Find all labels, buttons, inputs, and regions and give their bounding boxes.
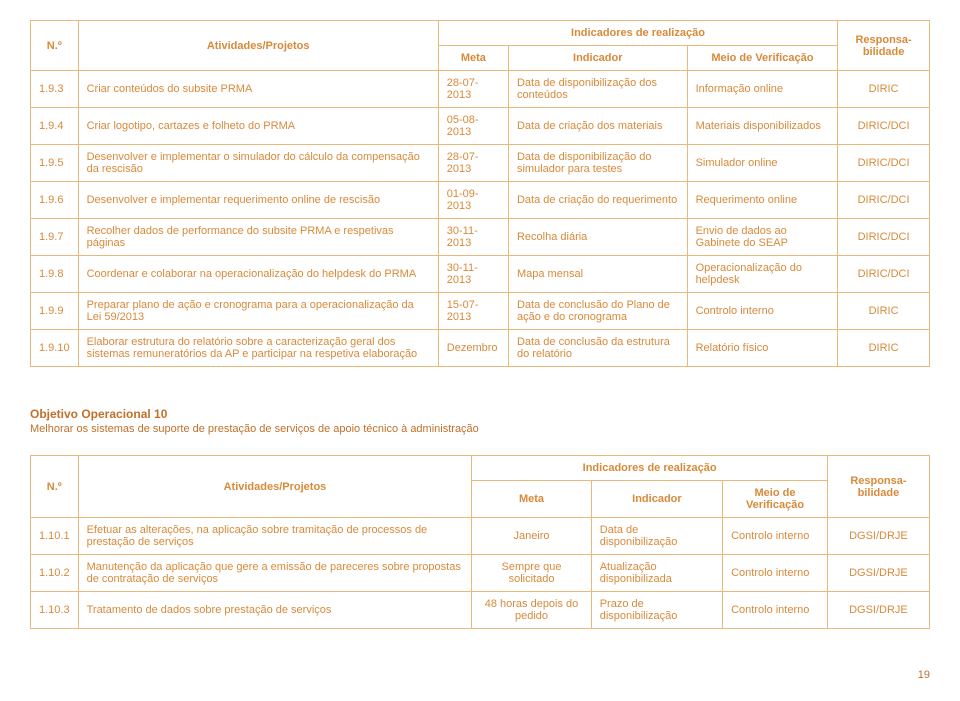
table-cell: Efetuar as alterações, na aplicação sobr… (78, 518, 472, 555)
table-cell: DIRIC/DCI (838, 182, 930, 219)
table-cell: 1.9.6 (31, 182, 79, 219)
table-row: 1.10.1Efetuar as alterações, na aplicaçã… (31, 518, 930, 555)
table-cell: Data de disponibilização dos conteúdos (508, 71, 687, 108)
col-responsa: Responsa-bilidade (838, 21, 930, 71)
table-cell: Relatório físico (687, 330, 838, 367)
col-responsa: Responsa-bilidade (827, 456, 929, 518)
table-cell: DGSI/DRJE (827, 518, 929, 555)
table-cell: Desenvolver e implementar o simulador do… (78, 145, 438, 182)
table-cell: Elaborar estrutura do relatório sobre a … (78, 330, 438, 367)
objective-desc: Melhorar os sistemas de suporte de prest… (30, 423, 930, 435)
table-cell: DIRIC/DCI (838, 145, 930, 182)
col-indicador: Indicador (591, 481, 722, 518)
table-cell: DIRIC (838, 71, 930, 108)
table-cell: Envio de dados ao Gabinete do SEAP (687, 219, 838, 256)
table-row: 1.9.4Criar logotipo, cartazes e folheto … (31, 108, 930, 145)
table-cell: Operacionalização do helpdesk (687, 256, 838, 293)
table-cell: Coordenar e colaborar na operacionalizaç… (78, 256, 438, 293)
table-cell: 1.9.5 (31, 145, 79, 182)
table-cell: Informação online (687, 71, 838, 108)
table-cell: Atualização disponibilizada (591, 555, 722, 592)
table-cell: Controlo interno (687, 293, 838, 330)
objective-title: Objetivo Operacional 10 (30, 407, 930, 421)
table-row: 1.10.3Tratamento de dados sobre prestaçã… (31, 592, 930, 629)
table-cell: 1.9.9 (31, 293, 79, 330)
table-cell: Recolha diária (508, 219, 687, 256)
table-row: 1.9.6Desenvolver e implementar requerime… (31, 182, 930, 219)
table-cell: DIRIC/DCI (838, 108, 930, 145)
table-cell: Sempre que solicitado (472, 555, 591, 592)
table-cell: Controlo interno (723, 518, 828, 555)
table-cell: 1.9.10 (31, 330, 79, 367)
table-cell: 1.9.3 (31, 71, 79, 108)
table-cell: 1.9.7 (31, 219, 79, 256)
table-row: 1.10.2Manutenção da aplicação que gere a… (31, 555, 930, 592)
table-cell: Materiais disponibilizados (687, 108, 838, 145)
table-cell: 1.9.8 (31, 256, 79, 293)
table-cell: Data de disponibilização (591, 518, 722, 555)
col-indicador: Indicador (508, 46, 687, 71)
table-cell: Controlo interno (723, 592, 828, 629)
col-atividades: Atividades/Projetos (78, 456, 472, 518)
table-cell: Desenvolver e implementar requerimento o… (78, 182, 438, 219)
table-cell: 1.9.4 (31, 108, 79, 145)
table-cell: Recolher dados de performance do subsite… (78, 219, 438, 256)
col-meta: Meta (472, 481, 591, 518)
table-row: 1.9.8Coordenar e colaborar na operaciona… (31, 256, 930, 293)
table-cell: DIRIC/DCI (838, 256, 930, 293)
table-row: 1.9.9Preparar plano de ação e cronograma… (31, 293, 930, 330)
table-cell: Dezembro (438, 330, 508, 367)
col-meio: Meio de Verificação (687, 46, 838, 71)
table-cell: DIRIC (838, 293, 930, 330)
table-cell: 05-08-2013 (438, 108, 508, 145)
table-row: 1.9.3Criar conteúdos do subsite PRMA28-0… (31, 71, 930, 108)
page-number: 19 (30, 669, 930, 681)
table-cell: Preparar plano de ação e cronograma para… (78, 293, 438, 330)
table-cell: DGSI/DRJE (827, 592, 929, 629)
table-cell: Controlo interno (723, 555, 828, 592)
table-cell: Prazo de disponibilização (591, 592, 722, 629)
table-cell: 30-11-2013 (438, 256, 508, 293)
table-cell: Tratamento de dados sobre prestação de s… (78, 592, 472, 629)
table-cell: 30-11-2013 (438, 219, 508, 256)
table-cell: Data de criação do requerimento (508, 182, 687, 219)
objective-block: Objetivo Operacional 10 Melhorar os sist… (30, 407, 930, 435)
table-cell: Manutenção da aplicação que gere a emiss… (78, 555, 472, 592)
col-no: N.º (31, 456, 79, 518)
table-cell: Data de disponibilização do simulador pa… (508, 145, 687, 182)
table-cell: 1.10.2 (31, 555, 79, 592)
table-activities-2: N.º Atividades/Projetos Indicadores de r… (30, 455, 930, 629)
col-atividades: Atividades/Projetos (78, 21, 438, 71)
table-cell: 01-09-2013 (438, 182, 508, 219)
table-cell: 48 horas depois do pedido (472, 592, 591, 629)
table-activities-1: N.º Atividades/Projetos Indicadores de r… (30, 20, 930, 367)
table-row: 1.9.7Recolher dados de performance do su… (31, 219, 930, 256)
col-indicadores-group: Indicadores de realização (438, 21, 837, 46)
table-cell: 28-07-2013 (438, 71, 508, 108)
table-cell: Simulador online (687, 145, 838, 182)
table-cell: 28-07-2013 (438, 145, 508, 182)
table-cell: Criar conteúdos do subsite PRMA (78, 71, 438, 108)
col-indicadores-group: Indicadores de realização (472, 456, 828, 481)
table-row: 1.9.5Desenvolver e implementar o simulad… (31, 145, 930, 182)
col-meio: Meio de Verificação (723, 481, 828, 518)
table-cell: 1.10.3 (31, 592, 79, 629)
col-no: N.º (31, 21, 79, 71)
table-row: 1.9.10Elaborar estrutura do relatório so… (31, 330, 930, 367)
table-cell: Janeiro (472, 518, 591, 555)
table-cell: 1.10.1 (31, 518, 79, 555)
table-cell: 15-07-2013 (438, 293, 508, 330)
table-cell: Data de conclusão da estrutura do relató… (508, 330, 687, 367)
table-cell: DGSI/DRJE (827, 555, 929, 592)
table-cell: Data de criação dos materiais (508, 108, 687, 145)
table-cell: DIRIC/DCI (838, 219, 930, 256)
col-meta: Meta (438, 46, 508, 71)
table-cell: Mapa mensal (508, 256, 687, 293)
table-cell: Data de conclusão do Plano de ação e do … (508, 293, 687, 330)
table-cell: Criar logotipo, cartazes e folheto do PR… (78, 108, 438, 145)
table-cell: Requerimento online (687, 182, 838, 219)
table-cell: DIRIC (838, 330, 930, 367)
